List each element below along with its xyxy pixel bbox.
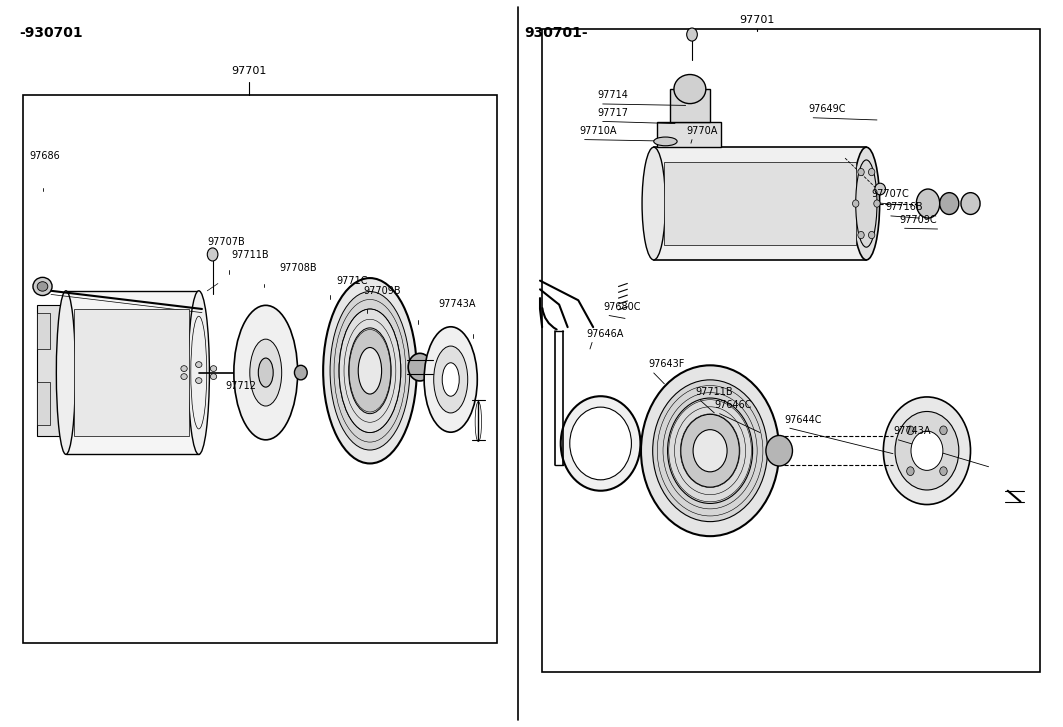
Bar	[664, 161, 856, 245]
Ellipse shape	[294, 365, 307, 379]
Ellipse shape	[911, 431, 943, 470]
Ellipse shape	[56, 291, 75, 454]
Bar	[670, 89, 710, 121]
Ellipse shape	[907, 426, 914, 435]
Text: 97717: 97717	[597, 108, 628, 118]
Ellipse shape	[875, 183, 885, 195]
Ellipse shape	[654, 137, 677, 145]
Bar	[66, 291, 199, 454]
Text: 9771C: 9771C	[336, 276, 368, 286]
Text: 97708B: 97708B	[280, 263, 317, 273]
Text: 97714: 97714	[597, 90, 628, 100]
Ellipse shape	[681, 414, 740, 487]
Text: 97701: 97701	[231, 66, 267, 76]
Text: 97712: 97712	[225, 381, 256, 391]
Ellipse shape	[570, 407, 631, 480]
Ellipse shape	[196, 377, 202, 383]
Bar	[23, 95, 497, 643]
Text: 97649C: 97649C	[808, 104, 845, 114]
Text: 97646A: 97646A	[587, 329, 624, 339]
Ellipse shape	[250, 339, 282, 406]
Ellipse shape	[323, 278, 417, 464]
Ellipse shape	[642, 147, 665, 260]
Ellipse shape	[856, 160, 877, 247]
Text: 930701-: 930701-	[524, 26, 588, 40]
Text: 97707B: 97707B	[207, 237, 246, 247]
Ellipse shape	[196, 361, 202, 367]
Ellipse shape	[693, 430, 727, 472]
Ellipse shape	[858, 231, 864, 238]
Ellipse shape	[940, 426, 947, 435]
Text: 97716B: 97716B	[885, 202, 923, 212]
Ellipse shape	[181, 374, 187, 379]
Ellipse shape	[883, 397, 971, 505]
Ellipse shape	[434, 346, 468, 413]
Ellipse shape	[181, 366, 187, 371]
Ellipse shape	[339, 309, 401, 433]
Text: 97711B: 97711B	[232, 250, 269, 260]
Ellipse shape	[207, 248, 218, 261]
Ellipse shape	[916, 189, 940, 218]
Ellipse shape	[358, 348, 382, 394]
Ellipse shape	[674, 74, 706, 103]
Text: 97701: 97701	[739, 15, 775, 25]
Bar	[654, 147, 866, 260]
Bar	[37, 313, 50, 349]
Ellipse shape	[687, 28, 697, 41]
Text: 97711B: 97711B	[695, 387, 732, 397]
Bar	[74, 309, 189, 436]
Bar	[542, 29, 1040, 672]
Ellipse shape	[561, 396, 640, 491]
Ellipse shape	[868, 231, 875, 238]
Text: 9770A: 9770A	[687, 126, 719, 136]
Ellipse shape	[853, 200, 859, 207]
Ellipse shape	[234, 305, 298, 440]
Ellipse shape	[210, 366, 217, 371]
Ellipse shape	[940, 193, 959, 214]
Text: 97680C: 97680C	[604, 302, 641, 312]
Ellipse shape	[940, 467, 947, 475]
Ellipse shape	[765, 435, 793, 466]
Ellipse shape	[853, 147, 880, 260]
Ellipse shape	[424, 326, 477, 432]
Ellipse shape	[331, 292, 410, 450]
Text: 97710A: 97710A	[579, 126, 617, 136]
Ellipse shape	[349, 328, 391, 414]
Ellipse shape	[210, 374, 217, 379]
Text: -930701: -930701	[19, 26, 83, 40]
Ellipse shape	[961, 193, 980, 214]
Ellipse shape	[874, 200, 880, 207]
Text: 97709B: 97709B	[364, 286, 401, 296]
Bar	[37, 382, 50, 425]
Ellipse shape	[188, 291, 209, 454]
Text: 97707C: 97707C	[872, 189, 910, 199]
Ellipse shape	[653, 379, 767, 521]
Text: 97686: 97686	[30, 151, 61, 161]
Ellipse shape	[33, 277, 52, 295]
Ellipse shape	[858, 169, 864, 176]
Text: 97644C: 97644C	[784, 414, 822, 425]
Ellipse shape	[641, 365, 779, 536]
Bar	[37, 305, 67, 436]
Text: 97743A: 97743A	[893, 426, 930, 436]
Text: 97709C: 97709C	[899, 214, 937, 225]
Text: 97743A: 97743A	[438, 299, 475, 309]
Ellipse shape	[408, 353, 432, 381]
Text: 97646C: 97646C	[714, 400, 752, 410]
Bar	[657, 121, 721, 147]
Ellipse shape	[37, 281, 48, 291]
Ellipse shape	[895, 411, 959, 490]
Text: 97643F: 97643F	[648, 359, 685, 369]
Ellipse shape	[442, 363, 459, 396]
Ellipse shape	[258, 358, 273, 387]
Ellipse shape	[907, 467, 914, 475]
Ellipse shape	[668, 398, 753, 503]
Ellipse shape	[868, 169, 875, 176]
